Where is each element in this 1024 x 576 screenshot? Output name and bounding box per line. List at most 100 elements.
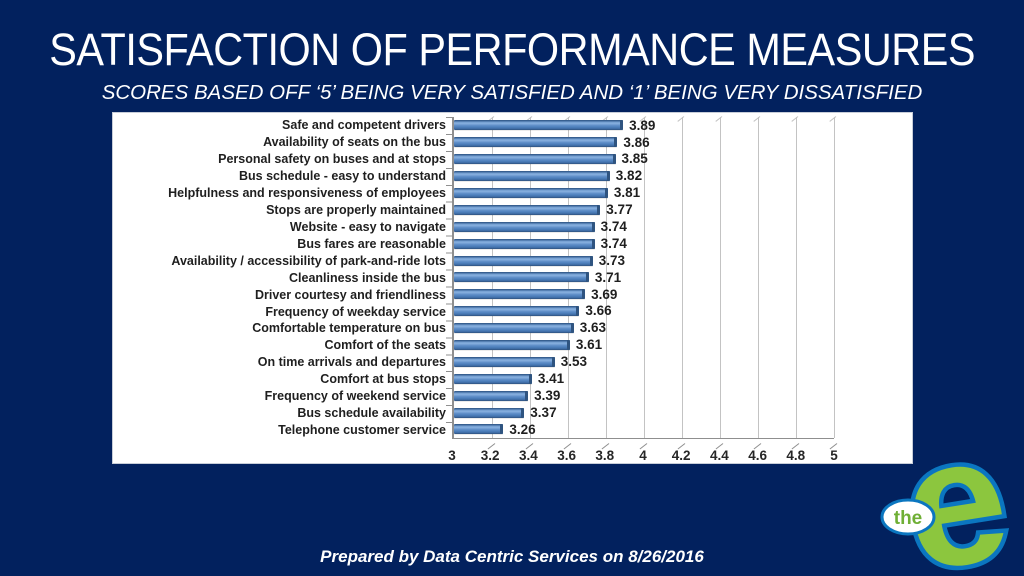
- value-label: 3.39: [534, 387, 561, 403]
- bar-row: 3.73: [454, 252, 834, 269]
- value-label: 3.61: [575, 337, 603, 353]
- bar: [454, 373, 532, 384]
- value-label: 3.77: [606, 202, 633, 218]
- bar: [454, 255, 593, 266]
- x-tick-label: 3.2: [480, 448, 500, 463]
- bar-row: 3.86: [454, 134, 834, 151]
- category-label: Comfort of the seats: [324, 338, 446, 353]
- value-label: 3.85: [621, 151, 648, 167]
- bar-row: 3.89: [454, 117, 834, 134]
- value-label: 3.82: [615, 168, 643, 184]
- category-label: Helpfulness and responsiveness of employ…: [168, 185, 446, 200]
- category-label: Driver courtesy and friendliness: [254, 287, 446, 302]
- gridline: [834, 117, 835, 438]
- gridline: [606, 117, 607, 438]
- footer-credit: Prepared by Data Centric Services on 8/2…: [320, 547, 704, 566]
- x-tick-label: 4.8: [786, 448, 806, 463]
- the-e-logo: e the: [878, 391, 1024, 576]
- bar-row: 3.85: [454, 151, 834, 168]
- bar-row: 3.77: [454, 201, 834, 218]
- value-label: 3.66: [585, 303, 612, 319]
- value-label: 3.74: [600, 219, 627, 235]
- value-label: 3.63: [579, 320, 606, 336]
- plot-area: 3.89 3.86 3.85 3.82 3.81 3.77 3.74 3.74 3.73 3.71…: [446, 117, 835, 439]
- bar: [454, 238, 595, 249]
- bar-row: 3.66: [454, 303, 834, 320]
- the-e-logo-graphic: e the: [880, 391, 1024, 576]
- category-label: Safe and competent drivers: [282, 118, 446, 133]
- bar: [454, 154, 616, 165]
- x-tick-label: 4.2: [671, 448, 691, 463]
- category-label: Availability of seats on the bus: [263, 135, 446, 150]
- category-label: Frequency of weekday service: [265, 304, 446, 319]
- gridline: [720, 117, 721, 438]
- value-label: 3.41: [537, 371, 565, 387]
- bar: [454, 390, 529, 401]
- category-label: Availability / accessibility of park-and…: [171, 253, 446, 268]
- value-label: 3.73: [598, 252, 625, 268]
- value-label: 3.74: [600, 235, 627, 251]
- logo-the-badge: [880, 498, 936, 536]
- x-tick-label: 3.6: [557, 448, 576, 463]
- category-label: Telephone customer service: [278, 423, 446, 438]
- page-title-text: SATISFACTION OF PERFORMANCE MEASURES: [49, 24, 975, 75]
- bar: [454, 188, 608, 198]
- bar: [454, 171, 610, 182]
- category-label: Bus schedule - easy to understand: [239, 169, 446, 184]
- bar: [454, 120, 624, 131]
- x-tick-label: 4.4: [710, 448, 729, 463]
- value-label: 3.81: [613, 185, 641, 201]
- category-label: Bus schedule availability: [297, 406, 446, 421]
- bar: [454, 407, 525, 418]
- page-subtitle: SCORES BASED OFF ‘5’ BEING VERY SATISFIE…: [101, 81, 923, 104]
- gridline: [682, 117, 683, 438]
- bar-row: 3.71: [454, 269, 834, 286]
- bar: [454, 306, 580, 317]
- category-label: On time arrivals and departures: [257, 355, 446, 370]
- category-label: Frequency of weekend service: [264, 389, 446, 404]
- x-tick-label: 3.8: [595, 448, 615, 463]
- category-label: Comfortable temperature on bus: [252, 321, 446, 336]
- bar-row: 3.41: [454, 370, 834, 387]
- bar: [454, 137, 618, 148]
- bar-row: 3.61: [454, 337, 834, 354]
- logo-the-text: the: [894, 508, 923, 529]
- x-tick-label: 3: [448, 448, 456, 463]
- x-tick-label: 4.6: [748, 448, 767, 463]
- bar: [454, 340, 570, 351]
- bar-row: 3.26: [454, 421, 834, 438]
- bar: [454, 272, 589, 283]
- x-tick-label: 5: [830, 448, 838, 463]
- x-tick-label: 3.4: [519, 448, 538, 463]
- bar-row: 3.82: [454, 168, 834, 185]
- bar: [454, 289, 586, 300]
- bar-row: 3.81: [454, 185, 834, 202]
- bar: [454, 221, 595, 232]
- bar-row: 3.63: [454, 320, 834, 337]
- bar-row: 3.37: [454, 404, 834, 421]
- bar-row: 3.53: [454, 353, 834, 370]
- value-label: 3.89: [629, 117, 656, 133]
- gridline: [758, 117, 759, 438]
- category-axis-ticks: [446, 117, 452, 438]
- bar-row: 3.39: [454, 387, 834, 404]
- gridline: [644, 117, 645, 438]
- bar: [454, 323, 574, 334]
- value-label: 3.26: [509, 421, 536, 437]
- category-label: Personal safety on buses and at stops: [218, 152, 446, 167]
- bar-row: 3.74: [454, 218, 834, 235]
- chart-panel: Safe and competent drivers Availability o…: [112, 112, 913, 464]
- category-label: Bus fares are reasonable: [297, 236, 446, 251]
- bar-row: 3.74: [454, 235, 834, 252]
- bar: [454, 356, 555, 367]
- category-label: Stops are properly maintained: [266, 202, 446, 217]
- category-label: Website - easy to navigate: [289, 219, 446, 234]
- value-label: 3.86: [623, 134, 650, 150]
- category-label: Comfort at bus stops: [320, 372, 446, 387]
- bar: [454, 204, 601, 215]
- bar: [454, 424, 504, 435]
- value-label: 3.69: [591, 286, 618, 302]
- gridline: [796, 117, 797, 438]
- value-label: 3.37: [530, 404, 557, 420]
